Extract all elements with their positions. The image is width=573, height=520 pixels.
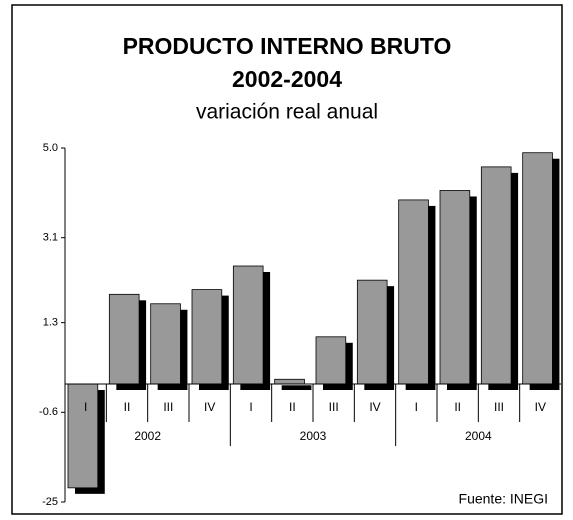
x-tick-label: IV (204, 400, 215, 414)
x-tick-label: IV (369, 400, 380, 414)
group-label: 2003 (300, 429, 327, 443)
y-tick-label: -25 (42, 496, 58, 508)
x-tick-label: III (163, 400, 173, 414)
bar-shadow (281, 385, 312, 390)
x-tick-label: I (249, 400, 252, 414)
bar (480, 166, 512, 385)
chart-years: 2002-2004 (232, 66, 342, 92)
bar (67, 383, 99, 489)
chart-subtitle: variación real anual (196, 101, 378, 124)
y-tick-label: -0.6 (39, 406, 58, 418)
group-label: 2004 (465, 429, 492, 443)
chart-title: PRODUCTO INTERNO BRUTO (123, 33, 452, 59)
bar (315, 336, 347, 385)
x-tick-label: II (289, 400, 296, 414)
bar (398, 199, 429, 385)
y-tick-label: 1.3 (43, 317, 58, 329)
bar (356, 279, 388, 385)
bar (232, 265, 264, 385)
x-tick-label: II (454, 400, 461, 414)
x-tick-label: I (84, 400, 87, 414)
x-tick-label: I (415, 400, 418, 414)
y-tick-label: 5.0 (43, 142, 58, 154)
bar (439, 190, 471, 385)
x-tick-label: III (329, 400, 339, 414)
y-tick-label: 3.1 (43, 232, 58, 244)
bar (274, 378, 305, 385)
bar (191, 289, 223, 385)
group-label: 2002 (134, 429, 161, 443)
x-tick-label: IV (535, 400, 546, 414)
source-note: Fuente: INEGI (459, 491, 548, 507)
bar (108, 293, 140, 385)
bar (522, 152, 553, 385)
bar (150, 303, 181, 385)
x-tick-label: II (124, 400, 131, 414)
x-tick-label: III (494, 400, 504, 414)
